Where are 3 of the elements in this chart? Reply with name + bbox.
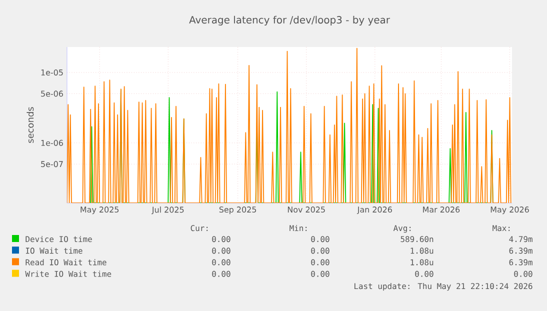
chart-title: Average latency for /dev/loop3 - by year — [189, 16, 390, 26]
y-axis-title: seconds — [26, 107, 34, 143]
line-series — [67, 48, 512, 204]
